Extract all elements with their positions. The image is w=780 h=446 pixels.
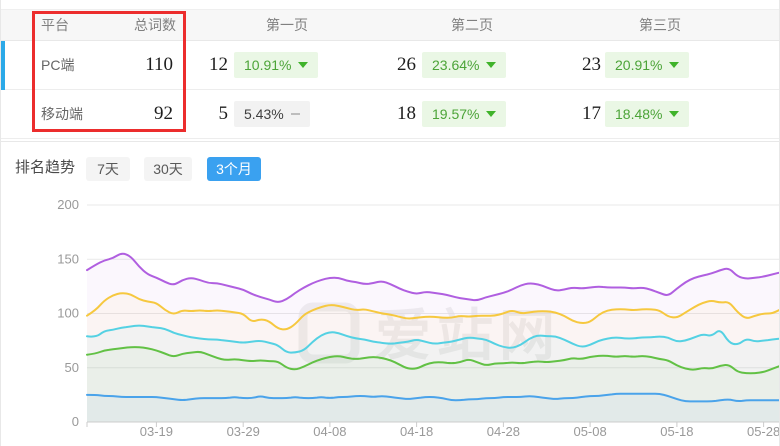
page3-percent-badge: 20.91% (605, 52, 690, 78)
x-tick-label: 04-08 (313, 424, 346, 439)
table-header-row: 平台 总词数 第一页 第二页 第三页 (1, 9, 779, 41)
x-tick-label: 05-28 (747, 424, 780, 439)
x-tick-label: 03-29 (227, 424, 260, 439)
total-words-cell: 92 (154, 103, 173, 124)
trend-down-icon (486, 62, 497, 68)
table-row-mobile[interactable]: 移动端 92 5 5.43% 18 19.57% 17 18.48% (1, 90, 779, 139)
percent-value: 20.91% (615, 57, 663, 73)
header-page2: 第二页 (451, 17, 493, 33)
trend-down-icon (298, 62, 309, 68)
area-purple (87, 253, 779, 422)
trend-down-icon (486, 111, 497, 117)
percent-value: 23.64% (432, 57, 480, 73)
page3-count: 17 (582, 103, 601, 124)
percent-value: 18.48% (615, 106, 663, 122)
line-blue (86, 392, 779, 403)
x-tick-label: 03-19 (140, 424, 173, 439)
watermark-text: 爱站网 (375, 304, 561, 367)
page2-percent-badge: 19.57% (422, 101, 507, 127)
area-yellow (87, 293, 779, 422)
x-tick-label: 04-28 (487, 424, 520, 439)
trend-flat-icon (290, 113, 300, 115)
trend-down-icon (669, 111, 680, 117)
y-tick-label: 150 (57, 251, 79, 266)
table-row-pc[interactable]: PC端 110 12 10.91% 26 23.64% 23 20.91% (1, 41, 779, 90)
header-platform: 平台 (41, 17, 69, 33)
line-yellow (86, 292, 779, 331)
area-green (87, 347, 779, 422)
tab-3-months[interactable]: 3个月 (207, 157, 261, 181)
line-purple (86, 252, 779, 303)
y-tick-label: 100 (57, 306, 79, 321)
aizhan-logo-watermark-icon (298, 302, 360, 364)
area-blue (87, 393, 779, 422)
header-page1: 第一页 (266, 17, 308, 33)
x-tick-label: 04-18 (400, 424, 433, 439)
y-tick-label: 0 (72, 414, 79, 429)
active-row-indicator (1, 41, 5, 90)
y-tick-label: 200 (57, 197, 79, 212)
header-page3: 第三页 (639, 17, 681, 33)
page2-count: 18 (397, 103, 416, 124)
header-total-words: 总词数 (134, 17, 176, 33)
trend-toolbar: 排名趋势 7天 30天 3个月 (1, 141, 779, 196)
highlight-annotation-box (32, 11, 186, 132)
area-cyan (87, 325, 779, 422)
line-green (86, 346, 779, 375)
percent-value: 5.43% (244, 106, 284, 122)
percent-value: 19.57% (432, 106, 480, 122)
platform-cell: 移动端 (41, 106, 83, 122)
x-tick-label: 05-18 (660, 424, 693, 439)
percent-value: 10.91% (244, 57, 292, 73)
trend-down-icon (669, 62, 680, 68)
line-cyan (86, 324, 779, 354)
page1-count: 5 (218, 103, 229, 124)
trend-section-label: 排名趋势 (15, 159, 76, 176)
page1-percent-badge: 5.43% (234, 101, 310, 127)
page2-count: 26 (397, 54, 416, 75)
total-words-cell: 110 (145, 54, 173, 75)
y-tick-label: 50 (65, 360, 79, 375)
rank-trend-chart: 爱站网 03-19 03-29 04-08 04-18 04-28 05-08 05-18 05… (1, 195, 780, 446)
platform-cell: PC端 (41, 57, 75, 73)
page3-count: 23 (582, 54, 601, 75)
page1-count: 12 (209, 54, 228, 75)
x-tick-label: 05-08 (573, 424, 606, 439)
page1-percent-badge: 10.91% (234, 52, 319, 78)
page3-percent-badge: 18.48% (605, 101, 690, 127)
page2-percent-badge: 23.64% (422, 52, 507, 78)
tab-30-days[interactable]: 30天 (144, 157, 192, 181)
tab-7-days[interactable]: 7天 (86, 157, 130, 181)
